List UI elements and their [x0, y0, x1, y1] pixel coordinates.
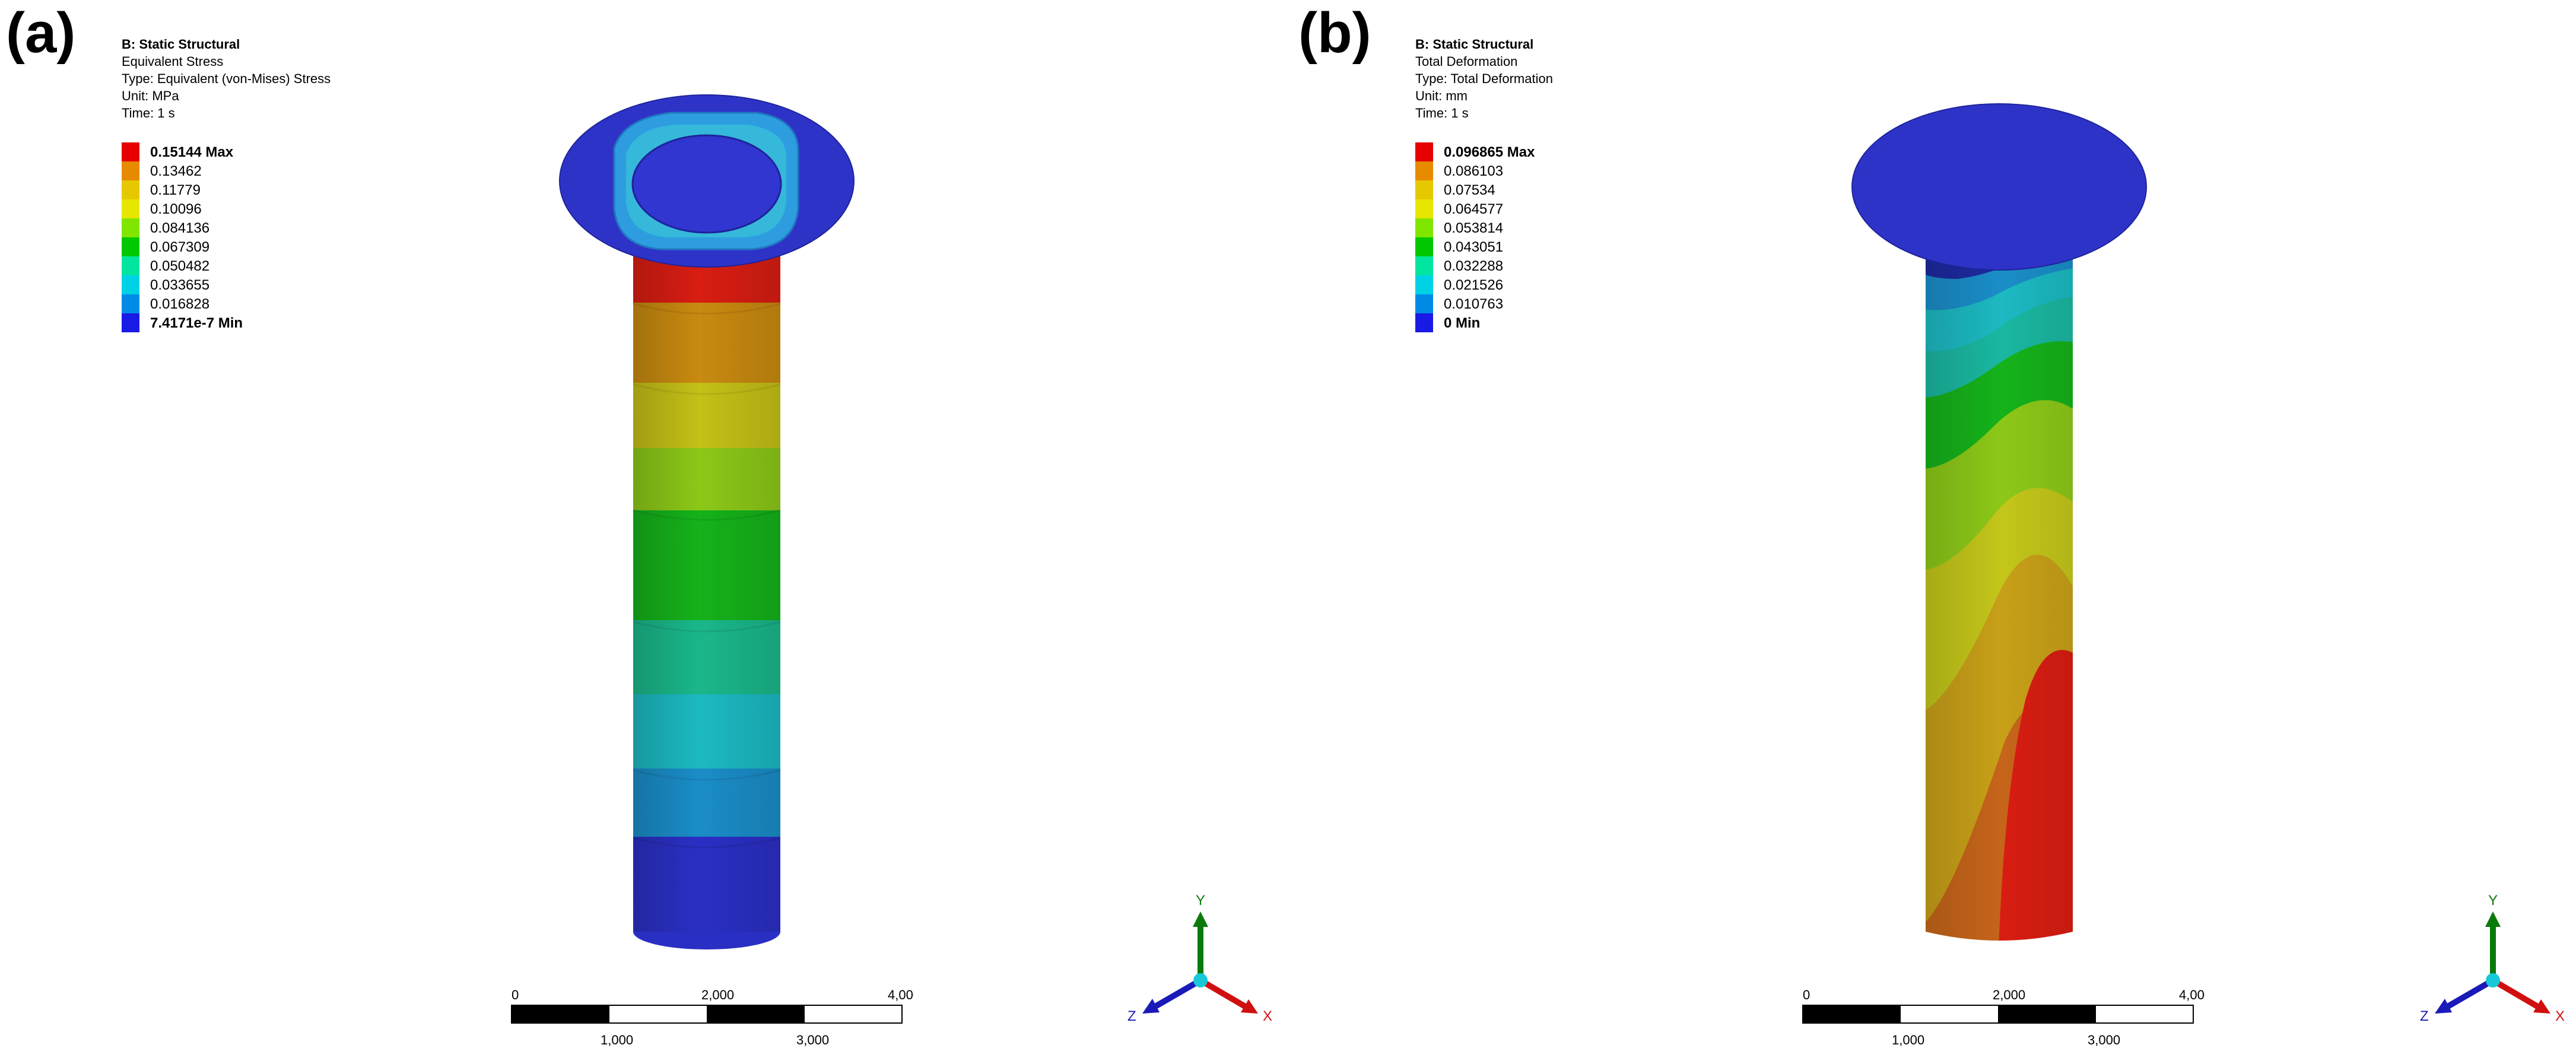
legend-swatch — [122, 237, 139, 256]
result-type: Type: Equivalent (von-Mises) Stress — [122, 71, 331, 86]
legend-value: 0.067309 — [150, 239, 210, 255]
legend-swatch — [1415, 161, 1433, 180]
cylinder-stress-bands — [633, 255, 781, 949]
result-time: Time: 1 s — [122, 106, 175, 120]
legend-value: 0.15144 Max — [150, 144, 234, 160]
cap-plate — [1851, 103, 2147, 271]
legend-value: 0.050482 — [150, 258, 210, 274]
scale-tick-label: 0 — [1803, 987, 1810, 1002]
legend-value: 0.084136 — [150, 220, 210, 236]
legend-swatch — [122, 218, 139, 237]
legend-swatch — [1415, 199, 1433, 218]
x-axis-label: X — [2555, 1008, 2565, 1024]
z-axis-label: Z — [2420, 1008, 2429, 1024]
result-unit: Unit: mm — [1415, 88, 1468, 103]
legend-value: 0.10096 — [150, 201, 202, 217]
z-axis-label: Z — [1127, 1008, 1136, 1024]
legend-value: 0.033655 — [150, 277, 210, 293]
analysis-title: B: Static Structural — [122, 37, 240, 52]
legend-swatch — [1415, 218, 1433, 237]
legend-value: 0.064577 — [1444, 201, 1504, 217]
legend-swatch — [122, 180, 139, 199]
legend-swatch — [1415, 180, 1433, 199]
panel-label: (a) — [6, 1, 76, 65]
legend-swatch — [122, 199, 139, 218]
axis-triad[interactable]: Y X Z — [2420, 890, 2574, 1033]
scale-tick-label: 1,000 — [601, 1033, 633, 1047]
model-viewport[interactable] — [1292, 0, 2576, 1064]
model-viewport[interactable] — [0, 0, 1288, 1064]
legend-swatch — [1415, 313, 1433, 332]
panel-total-deformation: (b) B: Static Structural Total Deformati… — [1292, 0, 2576, 1064]
result-name: Equivalent Stress — [122, 54, 224, 69]
result-unit: Unit: MPa — [122, 88, 179, 103]
legend-value: 0.086103 — [1444, 163, 1504, 179]
legend-swatch — [1415, 142, 1433, 161]
result-name: Total Deformation — [1415, 54, 1518, 69]
legend-value: 0 Min — [1444, 315, 1481, 331]
scale-tick-label: 3,000 — [2088, 1033, 2120, 1047]
legend-swatch — [1415, 275, 1433, 294]
legend-value: 7.4171e-7 Min — [150, 315, 243, 331]
scale-tick-label: 4,000 (mm) — [888, 987, 914, 1002]
result-type: Type: Total Deformation — [1415, 71, 1553, 86]
scale-tick-label: 2,000 — [701, 987, 734, 1002]
axis-triad[interactable]: Y X Z — [1127, 890, 1282, 1033]
scale-tick-label: 3,000 — [796, 1033, 829, 1047]
legend-swatch — [122, 161, 139, 180]
panel-equivalent-stress: (a) B: Static Structural Equivalent Stre… — [0, 0, 1288, 1064]
y-axis-label: Y — [2488, 893, 2498, 909]
legend-value: 0.096865 Max — [1444, 144, 1535, 160]
scale-bar: 0 2,000 4,000 (mm) 1,000 3,000 — [511, 987, 914, 1047]
legend-swatch — [122, 256, 139, 275]
legend-swatch — [1415, 256, 1433, 275]
legend-value: 0.021526 — [1444, 277, 1504, 293]
legend-swatch — [1415, 237, 1433, 256]
legend-swatch — [122, 142, 139, 161]
legend-value: 0.053814 — [1444, 220, 1504, 236]
scale-tick-label: 4,000 (mm) — [2179, 987, 2205, 1002]
legend-value: 0.07534 — [1444, 182, 1495, 198]
scale-tick-label: 0 — [512, 987, 519, 1002]
legend-swatch — [122, 294, 139, 313]
result-info: B: Static Structural Equivalent Stress T… — [122, 36, 331, 122]
legend-value: 0.043051 — [1444, 239, 1504, 255]
scale-bar: 0 2,000 4,000 (mm) 1,000 3,000 — [1802, 987, 2205, 1047]
legend-value: 0.032288 — [1444, 258, 1504, 274]
panel-label: (b) — [1298, 1, 1371, 65]
result-info: B: Static Structural Total Deformation T… — [1415, 36, 1553, 122]
analysis-title: B: Static Structural — [1415, 37, 1534, 52]
legend-value: 0.13462 — [150, 163, 202, 179]
legend-swatch — [1415, 294, 1433, 313]
cap-plate — [559, 94, 855, 268]
legend-value: 0.016828 — [150, 296, 210, 312]
cylinder-deformation-contours — [1926, 255, 2073, 941]
x-axis-label: X — [1263, 1008, 1272, 1024]
legend-value: 0.010763 — [1444, 296, 1504, 312]
scale-tick-label: 1,000 — [1892, 1033, 1924, 1047]
legend-value: 0.11779 — [150, 182, 201, 198]
legend-swatch — [122, 275, 139, 294]
result-time: Time: 1 s — [1415, 106, 1469, 120]
scale-tick-label: 2,000 — [1993, 987, 2025, 1002]
y-axis-label: Y — [1196, 893, 1205, 909]
legend-swatch — [122, 313, 139, 332]
